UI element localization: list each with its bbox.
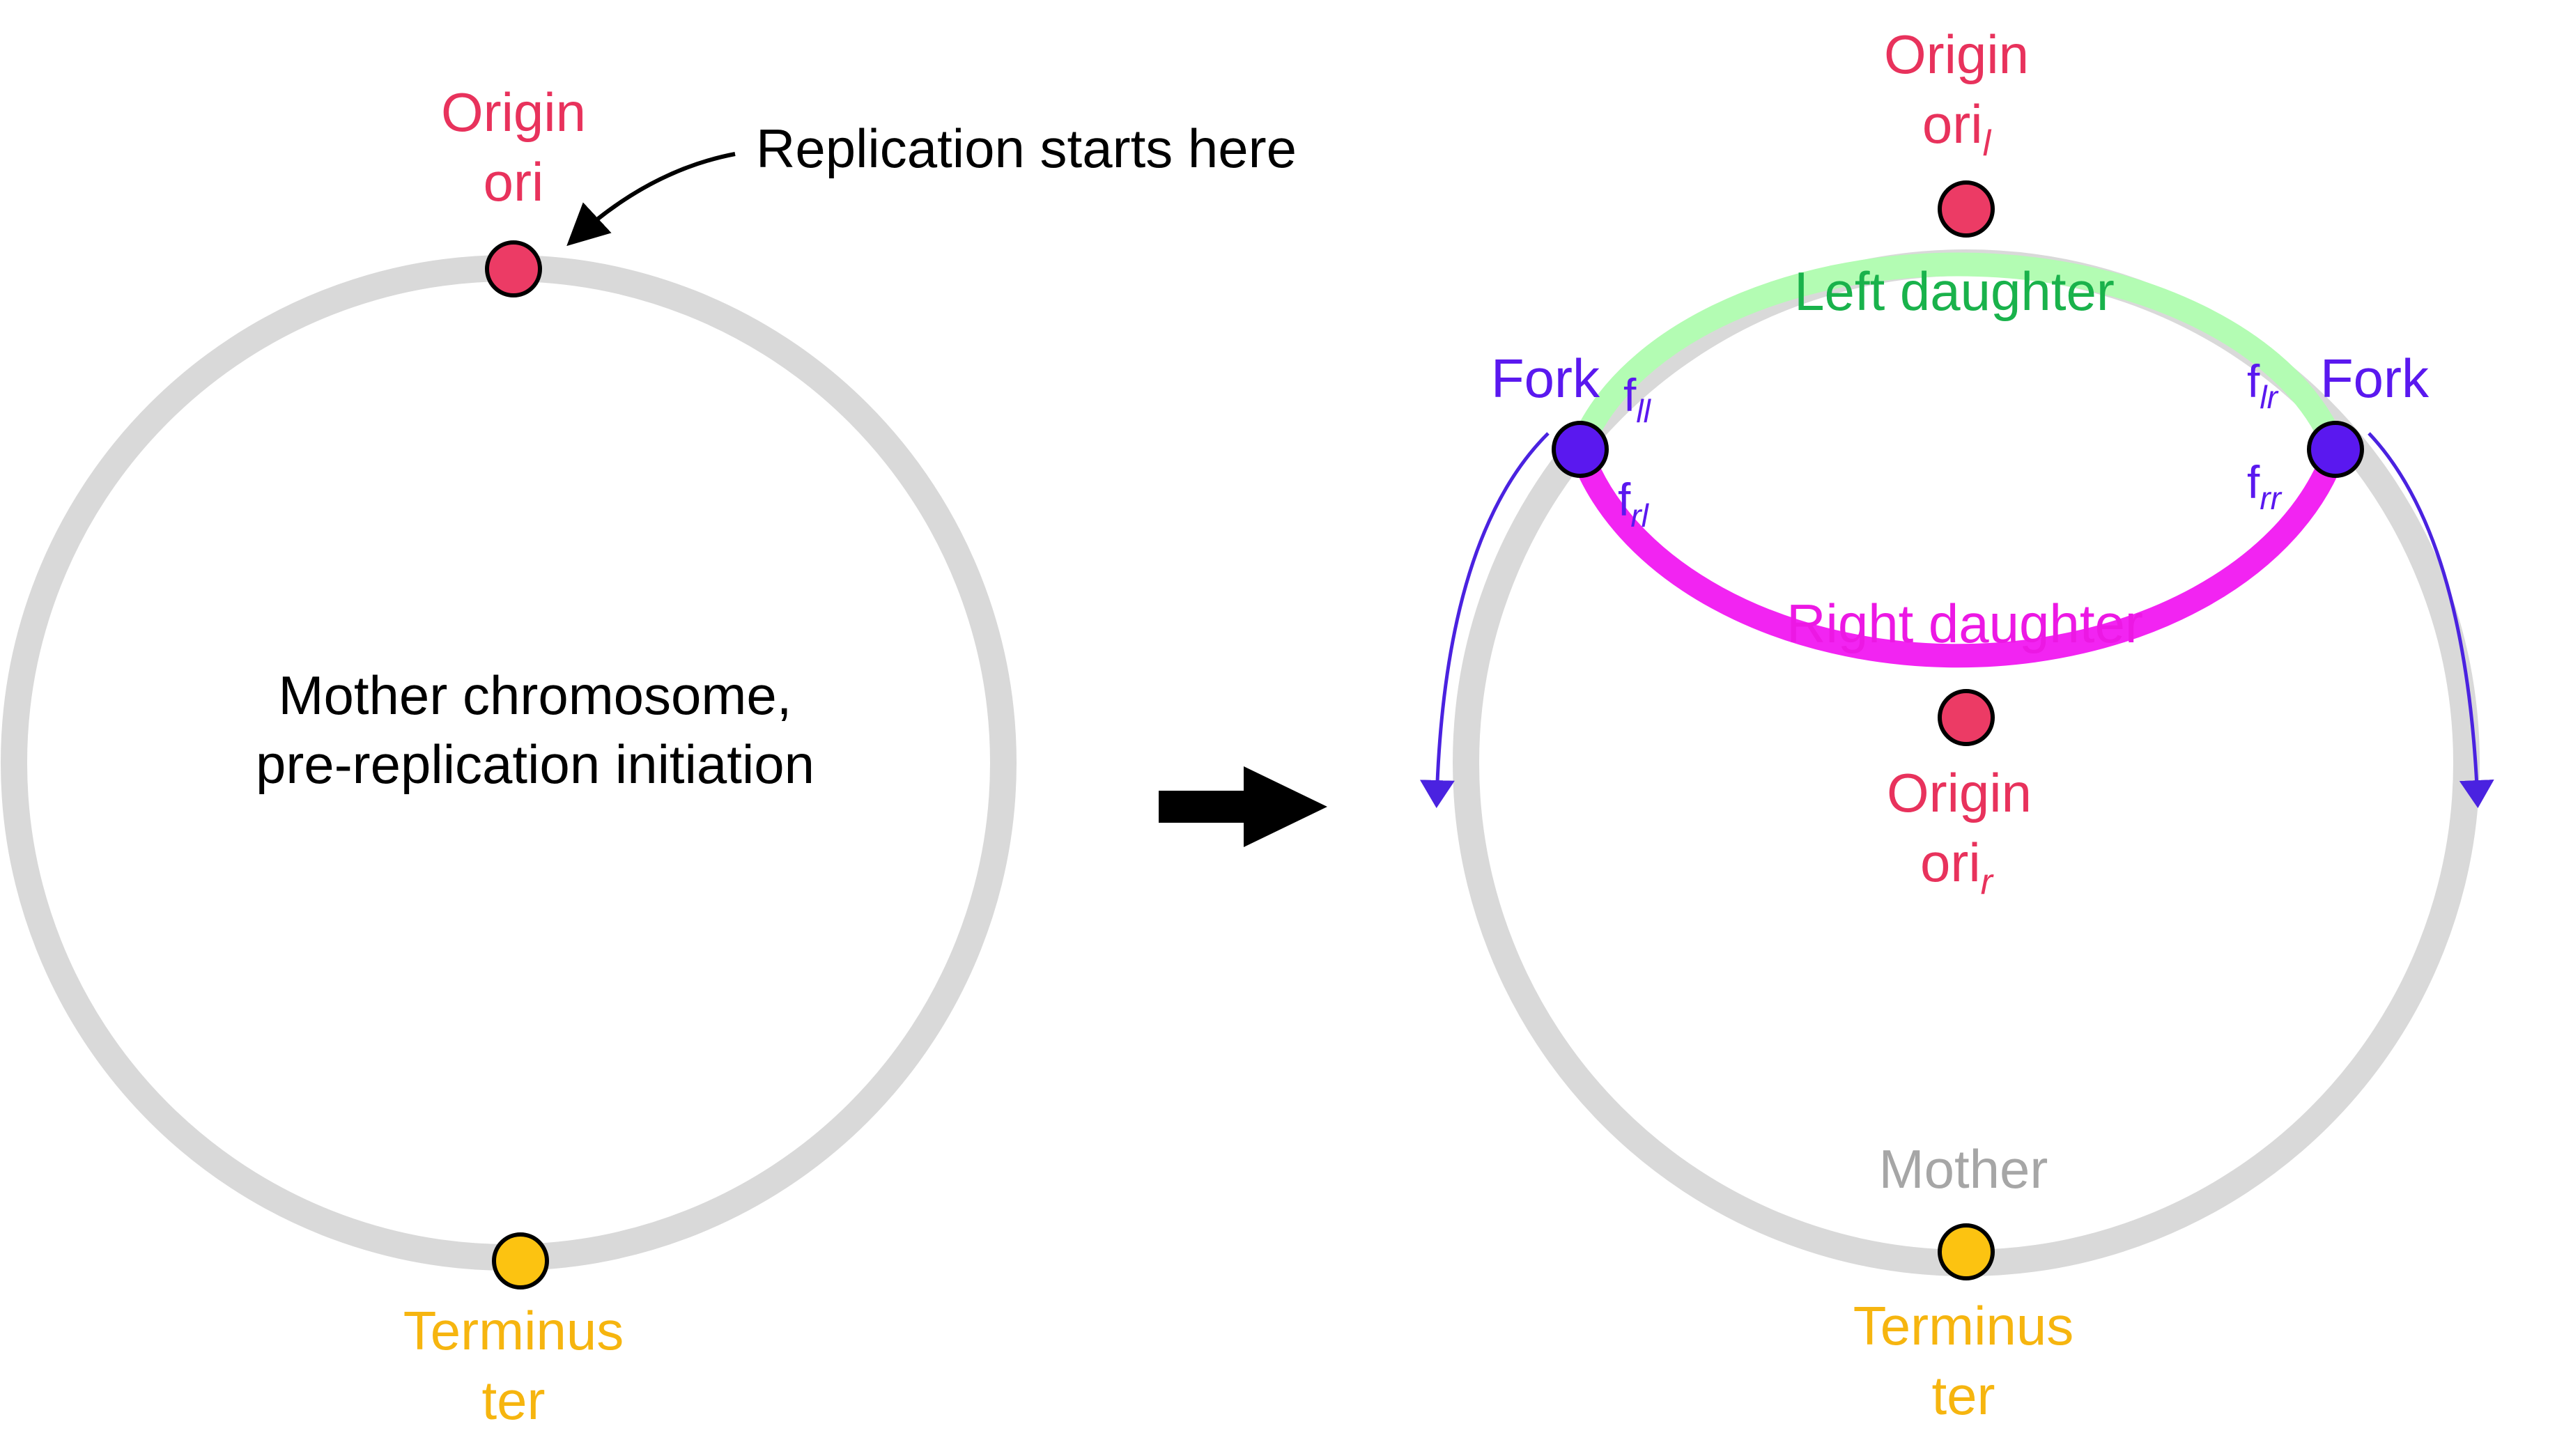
f-lr-base: f: [2247, 355, 2260, 407]
mother-chromosome-label-line2: pre-replication initiation: [256, 734, 814, 795]
terminus-sub-label-right: ter: [1931, 1365, 1995, 1426]
fork-left-marker: [1552, 421, 1609, 478]
origin-top-label: Origin: [1884, 24, 2029, 85]
origin-label: Origin: [441, 82, 586, 143]
origin-sub-label: ori: [484, 151, 544, 212]
origin-bottom-base: ori: [1920, 832, 1981, 893]
right-daughter-label: Right daughter: [1786, 593, 2143, 654]
f-rl-base: f: [1618, 474, 1631, 525]
origin-left-marker: [1938, 180, 1995, 238]
origin-top-base: ori: [1922, 93, 1983, 155]
right-panel: Origin oril Left daughter Fork Fork fll …: [1419, 24, 2494, 1426]
fork-right-marker: [2307, 421, 2364, 478]
terminus-label: Terminus: [403, 1300, 624, 1361]
terminus-label-right: Terminus: [1853, 1295, 2073, 1356]
fork-left-direction-arrow: [1419, 432, 1550, 808]
replication-start-arrow: [566, 152, 736, 247]
f-lr-label: flr: [2247, 355, 2279, 415]
left-panel: Origin ori Replication starts here Mothe…: [1, 82, 1297, 1431]
origin-marker: [485, 240, 542, 297]
f-rr-base: f: [2247, 456, 2260, 508]
f-ll-label: fll: [1623, 369, 1652, 429]
f-lr-subscript: lr: [2260, 379, 2278, 415]
transition-arrow: [1159, 766, 1327, 847]
mother-label: Mother: [1879, 1138, 2048, 1200]
origin-top-id: oril: [1922, 93, 1992, 164]
fork-right-direction-arrow: [2368, 432, 2494, 808]
f-rl-label: frl: [1618, 474, 1650, 534]
fork-left-label: Fork: [1491, 348, 1600, 409]
fork-right-label: Fork: [2320, 348, 2430, 409]
terminus-marker-right: [1938, 1223, 1995, 1280]
origin-top-subscript: l: [1983, 123, 1992, 164]
right-daughter-strand: [1568, 445, 2347, 668]
f-ll-subscript: ll: [1636, 393, 1651, 429]
terminus-sub-label: ter: [481, 1370, 545, 1431]
mother-chromosome-label-line1: Mother chromosome,: [279, 665, 792, 726]
origin-bottom-id: orir: [1920, 832, 1995, 902]
origin-bottom-label: Origin: [1887, 762, 2032, 823]
f-rr-label: frr: [2247, 456, 2283, 516]
replication-start-note: Replication starts here: [756, 118, 1297, 179]
left-daughter-label: Left daughter: [1794, 261, 2115, 322]
left-daughter-strand: [1569, 252, 2347, 454]
f-rl-subscript: rl: [1630, 497, 1649, 534]
terminus-marker: [492, 1232, 549, 1290]
f-ll-base: f: [1623, 369, 1637, 421]
f-rr-subscript: rr: [2260, 480, 2282, 516]
origin-right-marker: [1938, 689, 1995, 746]
origin-bottom-subscript: r: [1981, 862, 1995, 902]
